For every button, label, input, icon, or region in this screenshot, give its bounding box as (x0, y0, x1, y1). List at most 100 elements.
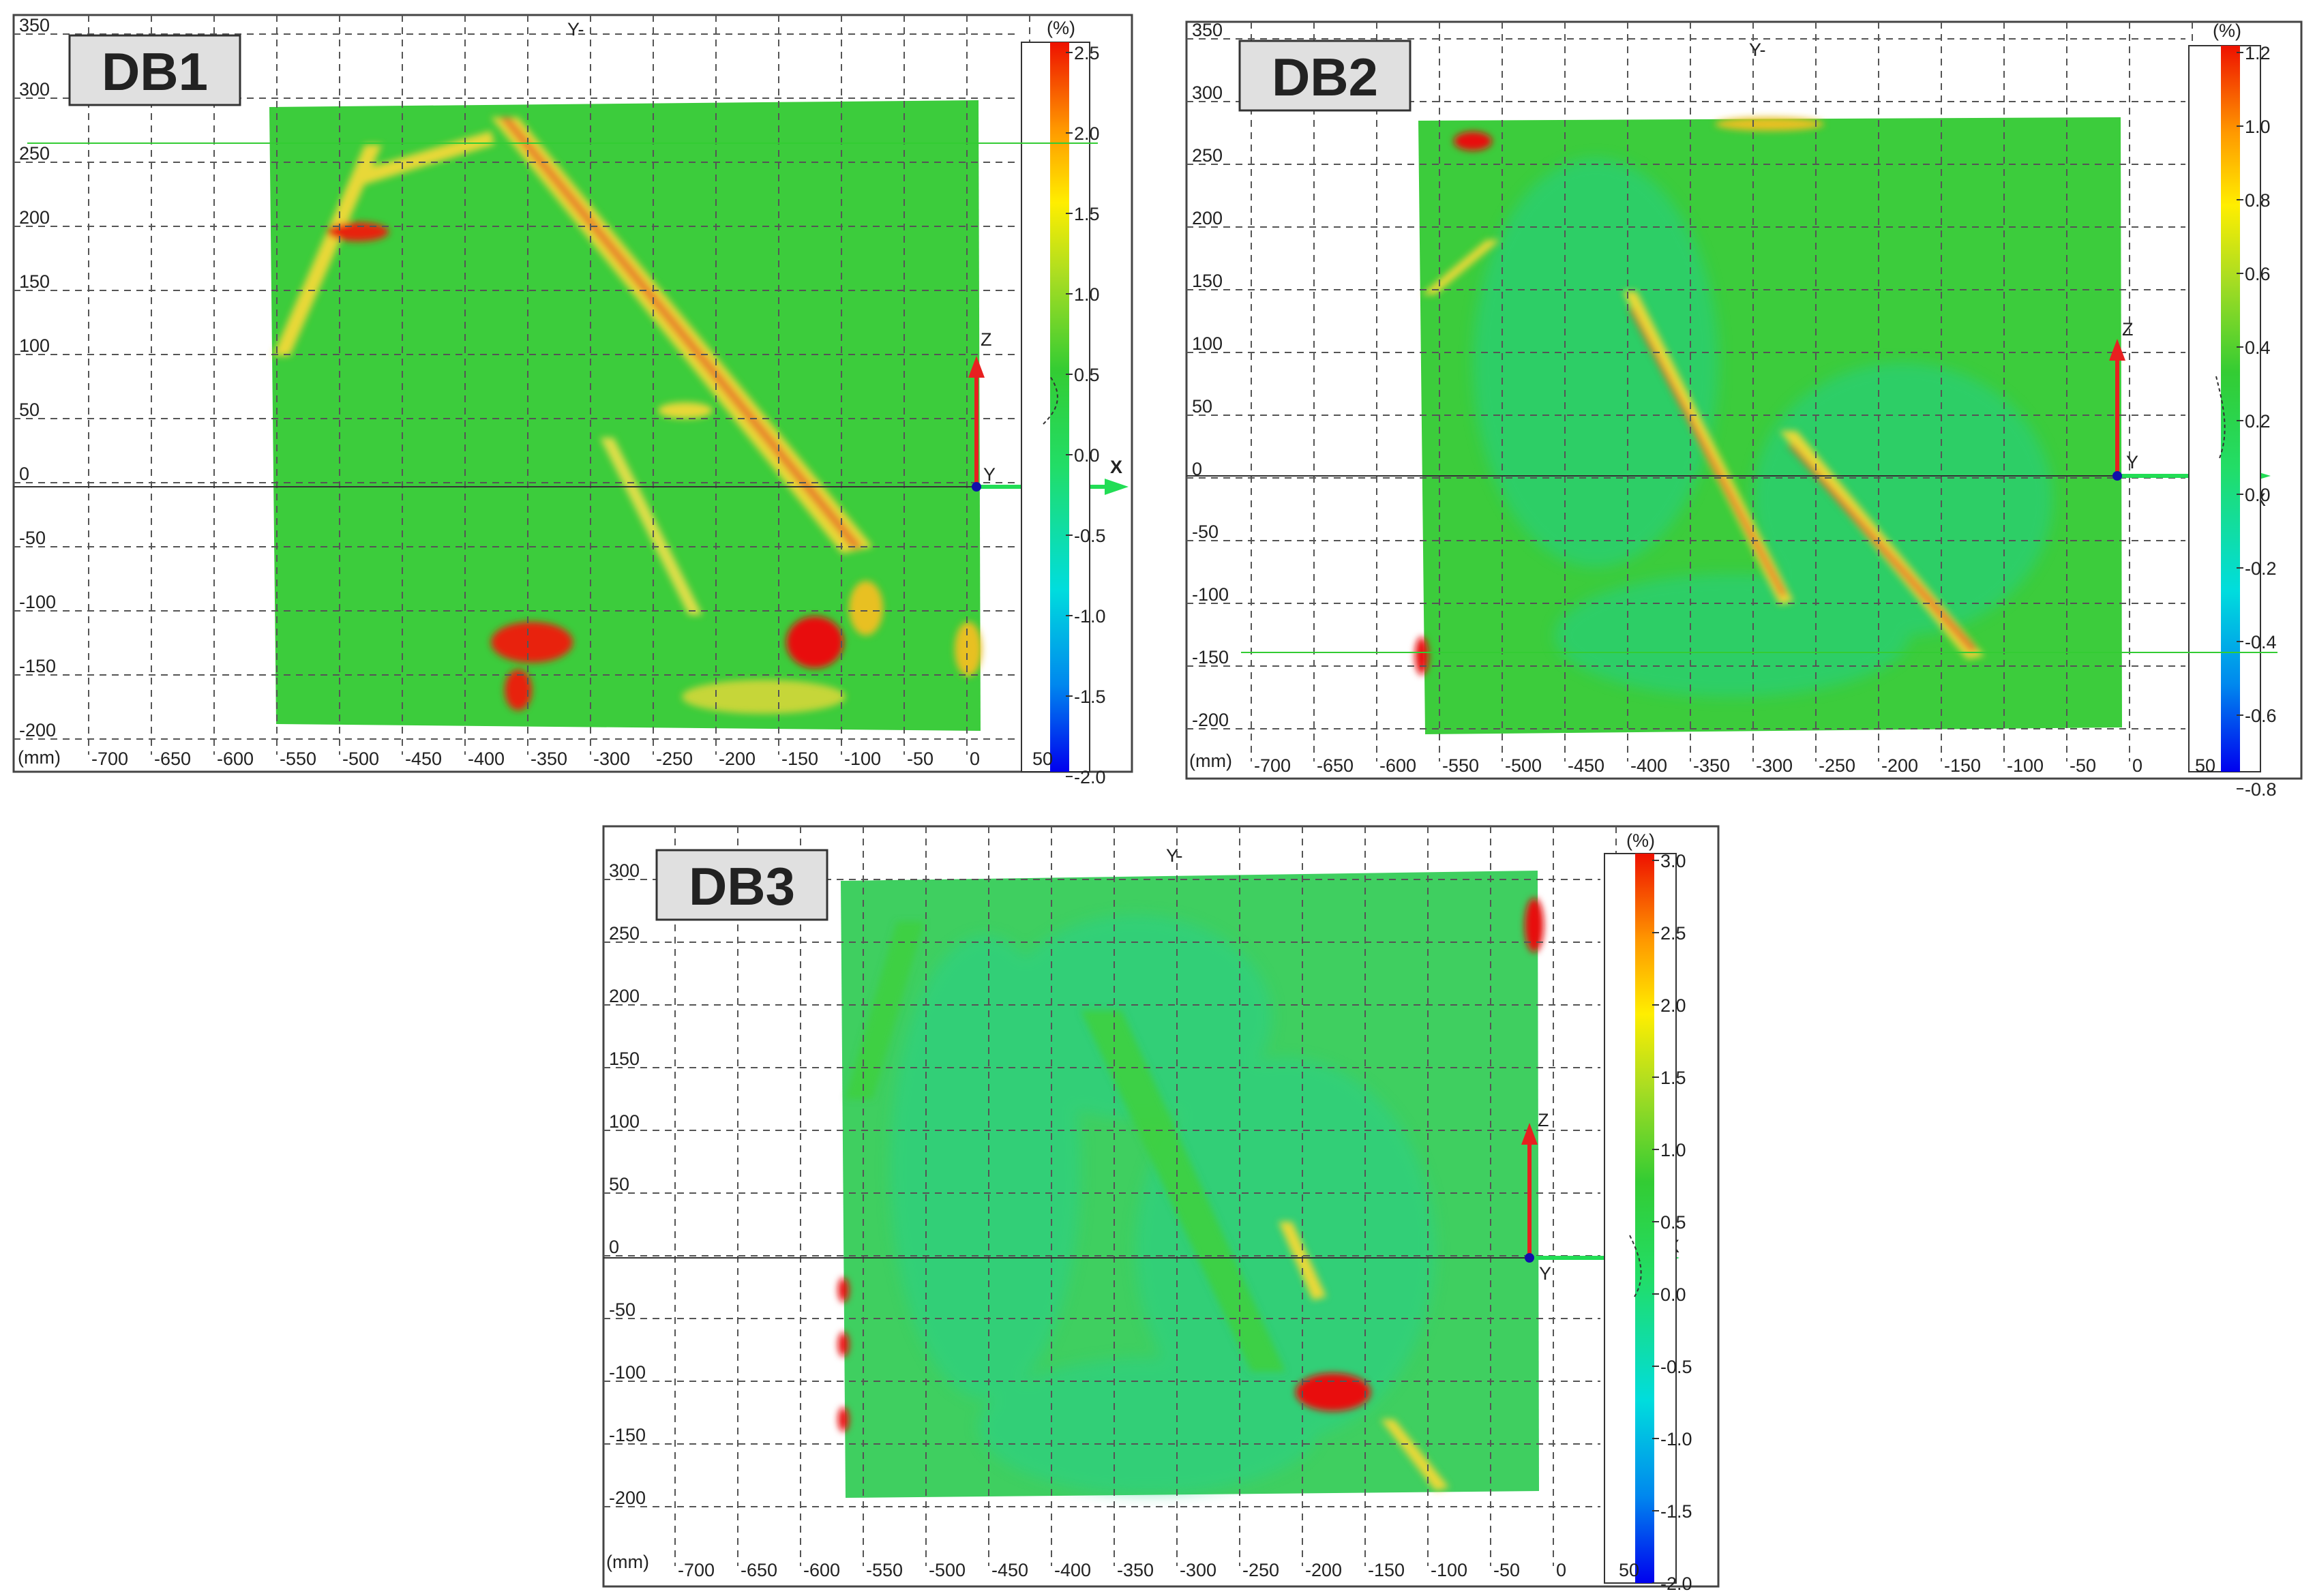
x-tick-label: -400 (468, 749, 505, 769)
y-tick-label: 300 (1192, 82, 1223, 103)
colorbar-tick-label: -0.6 (2245, 706, 2277, 726)
x-tick-label: -600 (1379, 755, 1416, 776)
x-tick-labels: -700 -650 -600 -550 -500 -450 -400 -350 -300 -250… (1254, 755, 2215, 776)
y-tick-label: 250 (1192, 145, 1223, 166)
x-tick-label: -200 (719, 749, 756, 769)
x-tick-label: -500 (1505, 755, 1542, 776)
x-tick-label: -350 (531, 749, 567, 769)
z-label: Z (1538, 1110, 1549, 1130)
colorbar-tick-label: 2.0 (1660, 995, 1686, 1016)
grid (603, 826, 1617, 1566)
y-tick-label: -150 (1192, 647, 1229, 667)
grid (14, 15, 1030, 755)
x-tick-label: -500 (342, 749, 379, 769)
x-tick-label: -300 (1180, 1560, 1216, 1580)
y-tick-labels: 350 300 250 200 150 100 50 0 -50 -100 -150 -200 (19, 15, 56, 740)
x-tick-label: 0 (1556, 1560, 1566, 1580)
colorbar-tick-label: -1.0 (1660, 1429, 1692, 1449)
y-tick-label: 250 (19, 143, 50, 164)
y-tick-label: -100 (19, 592, 56, 612)
y-tick-label: -50 (1192, 522, 1219, 542)
colorbar-tick-label: -0.4 (2245, 632, 2277, 652)
x-tick-label: -200 (1881, 755, 1918, 776)
x-tick-label: -150 (781, 749, 818, 769)
z-label: Z (981, 329, 992, 350)
x-tick-label: -350 (1117, 1560, 1154, 1580)
colorbar-tick-label: -1.5 (1074, 687, 1106, 707)
colorbar-tick-label: 3.0 (1660, 851, 1686, 871)
y-tick-label: -150 (609, 1425, 646, 1445)
y-tick-label: 300 (609, 860, 640, 881)
percent-label: (%) (1047, 18, 1075, 38)
percent-label: (%) (2213, 20, 2241, 41)
x-tick-label: -300 (593, 749, 630, 769)
x-tick-label: -50 (907, 749, 934, 769)
x-tick-label: -400 (1630, 755, 1667, 776)
y-tick-label: 200 (19, 207, 50, 228)
y-tick-label: 100 (609, 1111, 640, 1132)
panel-db1: Y- DB1 Z Y X (%) 2.5 2.0 1.5 1.0 0.5 0.0 -0.5 -… (12, 14, 1133, 787)
x-tick-label: -100 (2007, 755, 2044, 776)
x-tick-label: 0 (2132, 755, 2142, 776)
origin-marker (972, 482, 981, 492)
colorbar-tick-label: -0.8 (2245, 779, 2277, 800)
x-tick-label: -650 (1317, 755, 1354, 776)
y-tick-label: -100 (609, 1362, 646, 1383)
colorbar-tick-label: 1.0 (1074, 284, 1100, 305)
strain-field (1415, 117, 2122, 734)
x-tick-label: -250 (1242, 1560, 1279, 1580)
x-tick-label: -700 (1254, 755, 1291, 776)
panel-title-box (1238, 40, 1412, 112)
colorbar-tick-label: 2.5 (1660, 923, 1686, 944)
x-tick-label: 50 (1032, 749, 1053, 769)
y-tick-label: 100 (19, 335, 50, 356)
x-tick-label: -50 (2070, 755, 2096, 776)
x-tick-label: -200 (1305, 1560, 1342, 1580)
x-tick-label: -550 (280, 749, 316, 769)
y-label: Y (983, 464, 996, 485)
y-tick-labels: 350 300 250 200 150 100 50 0 -50 -100 -150 -200 (1192, 20, 1229, 730)
x-tick-label: 50 (1619, 1560, 1639, 1580)
axis-label-y-minus: Y- (1749, 40, 1766, 60)
axis-label-y-minus: Y- (567, 19, 584, 40)
x-tick-label: -550 (866, 1560, 903, 1580)
colorbar-tick-label: -1.5 (1660, 1501, 1692, 1522)
y-tick-label: 50 (1192, 396, 1212, 417)
axis-label-y-minus: Y- (1166, 845, 1183, 866)
y-label: Y (2126, 452, 2138, 472)
colorbar-tick-label: -0.5 (1074, 526, 1106, 546)
y-tick-label: 350 (1192, 20, 1223, 40)
y-tick-label: -150 (19, 656, 56, 676)
y-tick-label: -50 (609, 1299, 636, 1320)
y-tick-label: -200 (609, 1488, 646, 1508)
y-tick-label: -50 (19, 528, 46, 548)
colorbar-tick-label: 1.2 (2245, 43, 2271, 63)
x-tick-label: -250 (1819, 755, 1855, 776)
grid (1186, 22, 2193, 762)
y-label: Y (1539, 1263, 1551, 1284)
colorbar-tick-label: 0.4 (2245, 337, 2271, 358)
y-tick-labels: 300 250 200 150 100 50 0 -50 -100 -150 -200 (609, 860, 646, 1508)
y-tick-label: 100 (1192, 333, 1223, 354)
z-label: Z (2122, 319, 2134, 340)
colorbar-tick-label: 0.0 (1660, 1284, 1686, 1305)
units-label: (mm) (18, 747, 61, 768)
y-tick-label: 150 (609, 1049, 640, 1069)
y-tick-label: 0 (19, 464, 29, 484)
x-tick-label: -650 (741, 1560, 777, 1580)
colorbar-tick-label: -2.0 (1660, 1574, 1692, 1594)
colorbar-tick-label: 1.0 (2245, 117, 2271, 137)
colorbar-tick-label: 0.0 (1074, 445, 1100, 466)
units-label: (mm) (1189, 751, 1232, 771)
y-tick-label: 150 (1192, 271, 1223, 291)
units-label: (mm) (606, 1552, 649, 1572)
x-tick-label: -500 (929, 1560, 966, 1580)
colorbar-tick-label: 2.5 (1074, 43, 1100, 63)
colorbar: (%) 2.5 2.0 1.5 1.0 0.5 0.0 -0.5 -1.0 -1.5 -2.0 (1021, 18, 1106, 787)
colorbar-tick-label: 0.6 (2245, 264, 2271, 284)
colorbar-tick-label: 1.5 (1074, 204, 1100, 224)
x-tick-label: -150 (1368, 1560, 1405, 1580)
x-tick-label: -700 (678, 1560, 715, 1580)
y-tick-label: 50 (19, 400, 40, 420)
